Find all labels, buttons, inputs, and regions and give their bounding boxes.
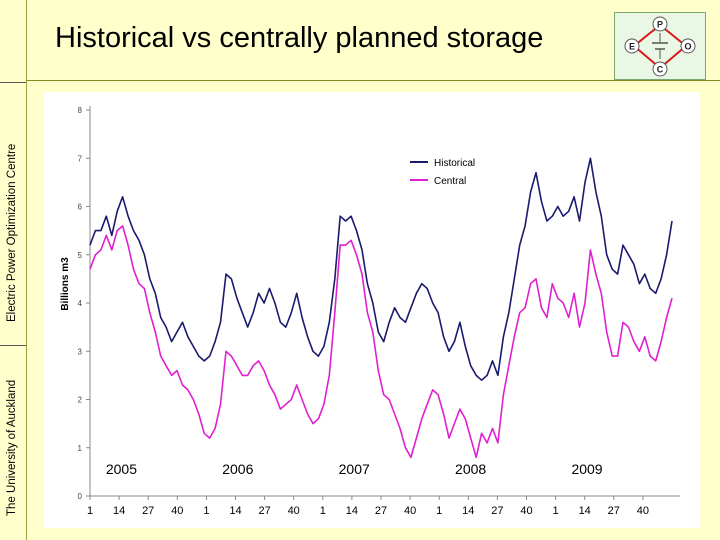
- year-label: 2005: [106, 461, 137, 477]
- x-tick-label: 27: [608, 505, 620, 517]
- series-line-historical: [89, 157, 673, 382]
- y-tick-label: 4: [78, 299, 83, 308]
- epoc-logo: P E O C: [614, 12, 706, 80]
- year-labels: 2005 2006 2007 2008 2009: [106, 461, 603, 477]
- svg-text:C: C: [657, 65, 664, 75]
- centre-label: Electric Power Optimization Centre: [6, 143, 18, 322]
- y-axis-label: Billions m3: [60, 257, 71, 311]
- x-tick-label: 1: [203, 505, 209, 517]
- side-divider-top: [0, 82, 26, 83]
- side-divider: [0, 345, 26, 346]
- x-tick-label: 27: [142, 505, 154, 517]
- x-tick-label: 1: [87, 505, 93, 517]
- y-tick-label: 1: [78, 444, 83, 453]
- slide-title: Historical vs centrally planned storage: [55, 22, 544, 54]
- y-tick-label: 0: [78, 492, 83, 501]
- university-label: The University of Auckland: [6, 379, 18, 516]
- svg-text:E: E: [629, 42, 635, 52]
- x-tick-label: 40: [288, 505, 300, 517]
- x-tick-label: 14: [113, 505, 125, 517]
- x-tick-label: 14: [579, 505, 591, 517]
- title-rule: [26, 80, 720, 81]
- series-lines: [89, 157, 673, 459]
- x-tick-label: 27: [375, 505, 387, 517]
- x-tick-label: 27: [491, 505, 503, 517]
- x-tick-label: 1: [436, 505, 442, 517]
- legend-label-historical: Historical: [434, 158, 475, 169]
- y-tick-label: 8: [78, 106, 83, 115]
- x-tick-label: 40: [404, 505, 416, 517]
- epoc-logo-graphic: P E O C: [624, 16, 696, 77]
- x-tick-label: 40: [520, 505, 532, 517]
- side-band-rule: [26, 0, 27, 540]
- x-tick-label: 1: [553, 505, 559, 517]
- year-label: 2008: [455, 461, 486, 477]
- x-tick-label: 14: [462, 505, 474, 517]
- x-tick-label: 1: [320, 505, 326, 517]
- x-tick-label: 27: [258, 505, 270, 517]
- y-tick-label: 3: [78, 347, 83, 356]
- svg-text:O: O: [684, 42, 691, 52]
- y-axis: 0 1 2 3 4 5 6 7 8: [78, 106, 91, 501]
- y-tick-label: 5: [78, 251, 83, 260]
- y-tick-label: 6: [78, 203, 83, 212]
- x-tick-label: 14: [229, 505, 241, 517]
- year-label: 2007: [339, 461, 370, 477]
- x-axis: 1 14 27 40 1 14 27 40 1 14 27 40 1 14 27 40 1 14 27 40: [87, 495, 680, 517]
- x-tick-label: 40: [171, 505, 183, 517]
- y-tick-label: 2: [78, 396, 83, 405]
- series-line-central: [89, 225, 673, 459]
- x-tick-label: 40: [637, 505, 649, 517]
- x-tick-label: 14: [346, 505, 358, 517]
- legend-label-central: Central: [434, 176, 466, 187]
- y-tick-label: 7: [78, 154, 83, 163]
- year-label: 2009: [571, 461, 602, 477]
- year-label: 2006: [222, 461, 253, 477]
- svg-text:P: P: [657, 20, 663, 30]
- legend: Historical Central: [410, 158, 475, 187]
